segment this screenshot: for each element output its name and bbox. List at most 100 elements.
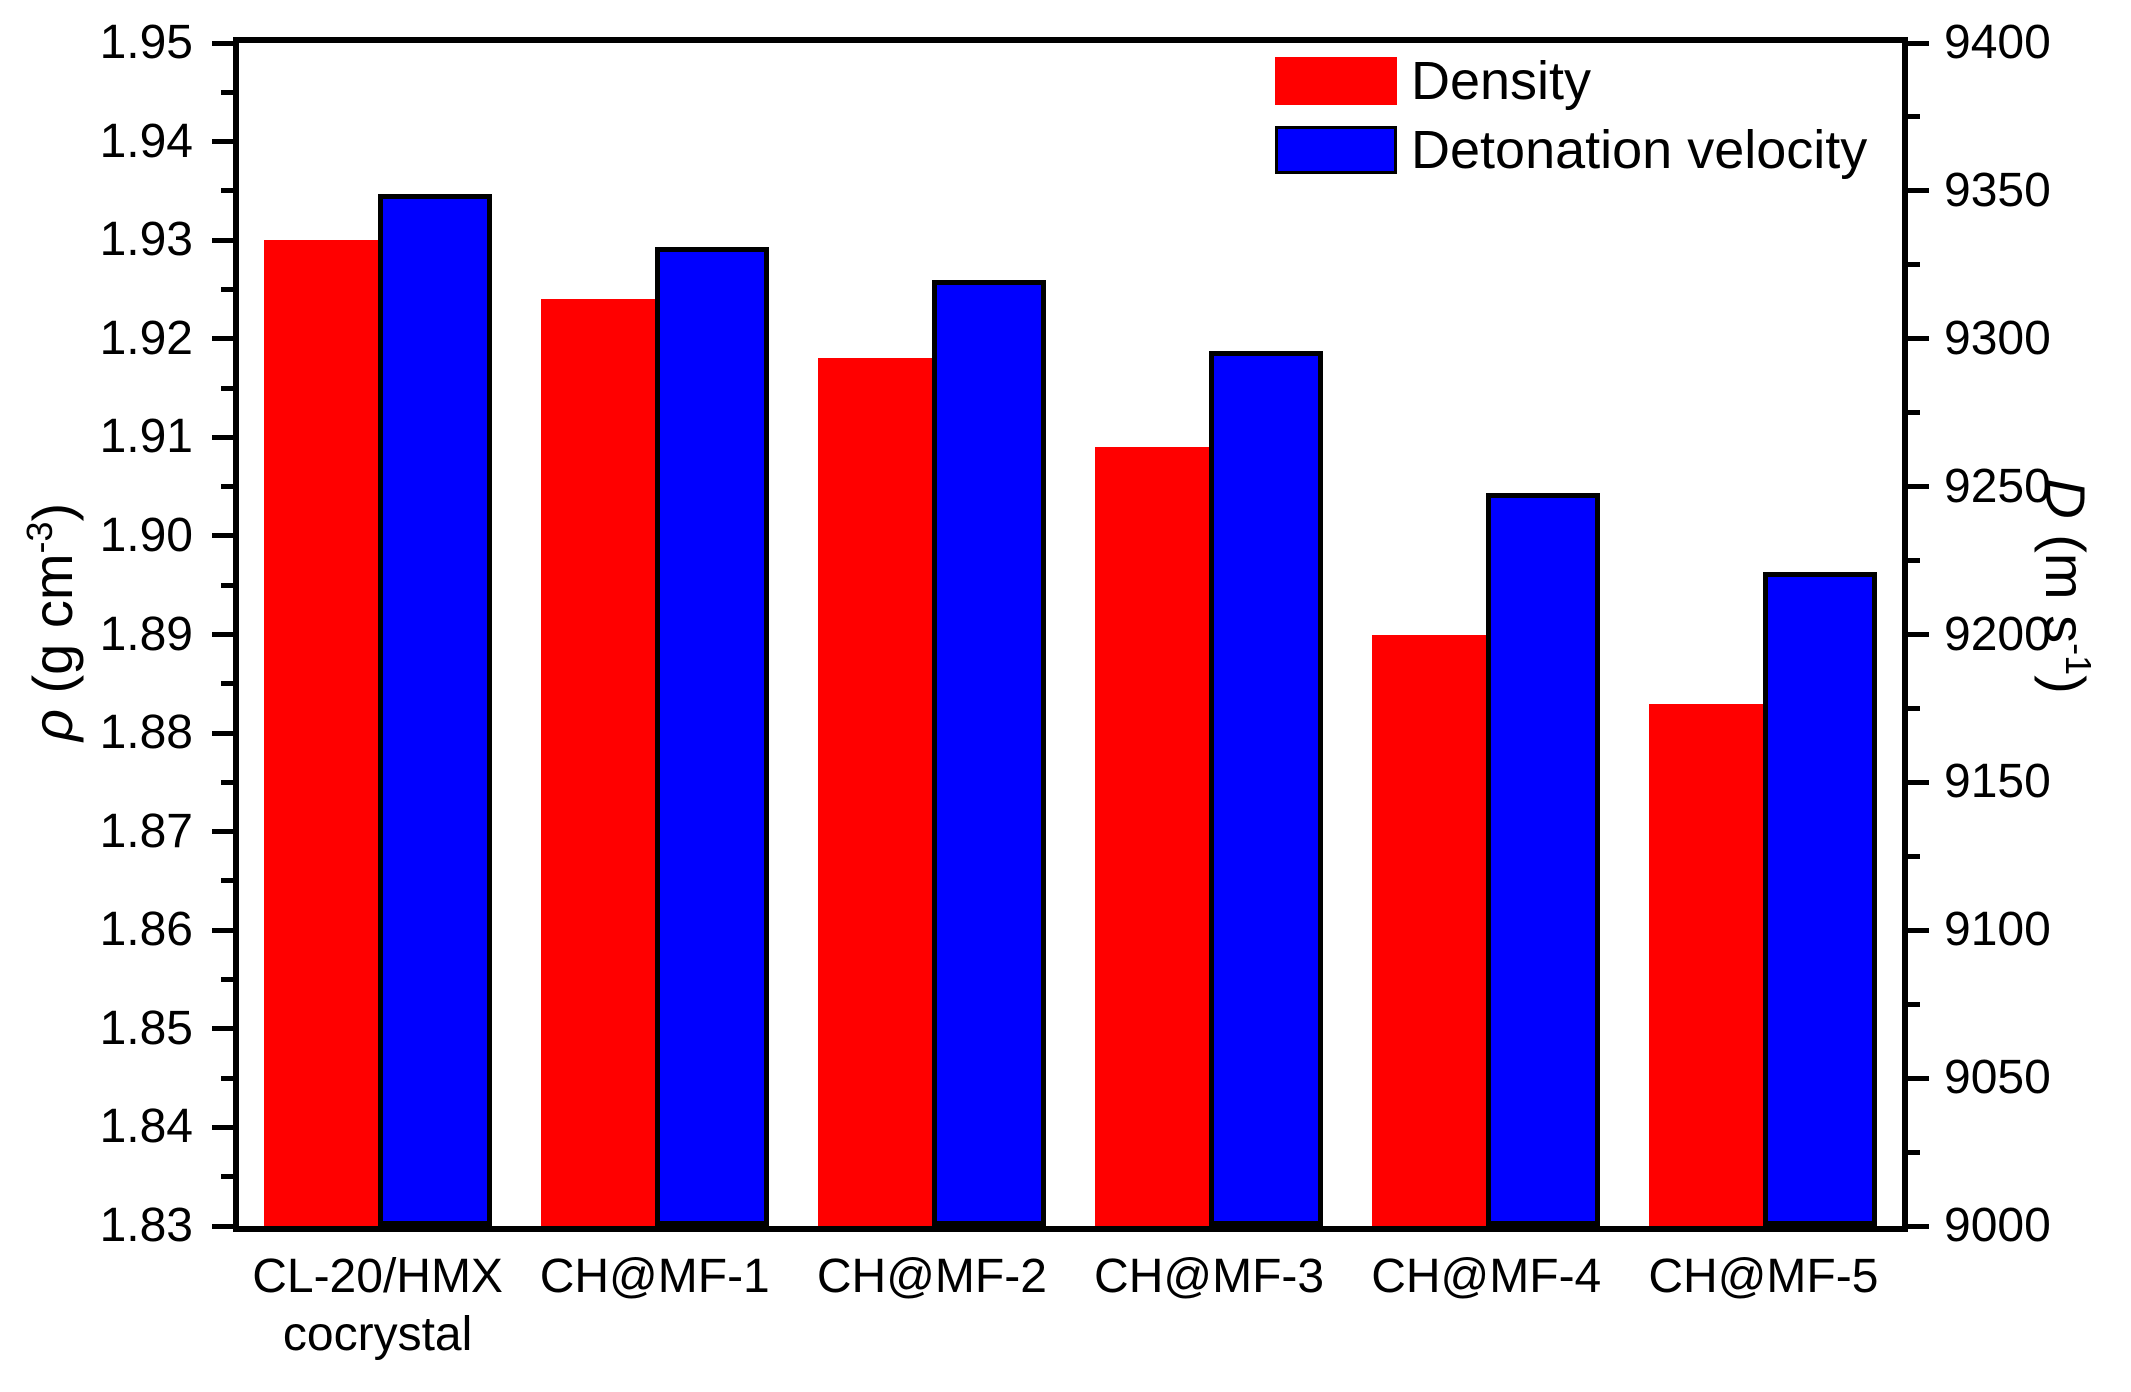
y-left-major-tick bbox=[212, 40, 233, 46]
bar-density-1 bbox=[263, 240, 378, 1226]
y-left-tick-label: 1.84 bbox=[99, 1100, 193, 1154]
bar-detonation-velocity-5 bbox=[1486, 492, 1601, 1226]
y-left-tick-label: 1.94 bbox=[99, 114, 193, 168]
y-right-major-tick bbox=[1908, 188, 1929, 194]
y-right-minor-tick bbox=[1908, 1149, 1920, 1155]
x-axis-category-label: CH@MF-2 bbox=[793, 1248, 1070, 1306]
y-right-major-tick bbox=[1908, 1075, 1929, 1081]
x-axis-category-label-line: CH@MF-4 bbox=[1371, 1250, 1602, 1303]
x-axis-category-label: CH@MF-4 bbox=[1348, 1248, 1625, 1306]
y-right-tick-label: 9250 bbox=[1944, 459, 2051, 513]
y-right-minor-tick bbox=[1908, 853, 1920, 859]
y-right-major-tick bbox=[1908, 336, 1929, 342]
x-axis-category-label-line: cocrystal bbox=[282, 1308, 473, 1361]
y-right-major-tick bbox=[1908, 1223, 1929, 1229]
bar-detonation-velocity-1 bbox=[377, 193, 492, 1226]
y-right-minor-tick bbox=[1908, 1001, 1920, 1007]
y-right-tick-label: 9300 bbox=[1944, 311, 2051, 365]
y-left-major-tick bbox=[212, 1223, 233, 1229]
bar-detonation-velocity-4 bbox=[1209, 350, 1324, 1226]
y-left-tick-label: 1.93 bbox=[99, 213, 193, 267]
y-left-tick-label: 1.90 bbox=[99, 508, 193, 562]
legend-label-detonation-velocity: Detonation velocity bbox=[1411, 120, 1868, 180]
y-left-tick-label: 1.92 bbox=[99, 311, 193, 365]
y-left-major-tick bbox=[212, 1124, 233, 1130]
y-left-minor-tick bbox=[221, 582, 233, 588]
legend-swatch-density bbox=[1275, 57, 1397, 105]
y-left-tick-label: 1.91 bbox=[99, 410, 193, 464]
x-axis-category-label: CL-20/HMX cocrystal bbox=[239, 1248, 516, 1364]
legend-label-density: Density bbox=[1411, 51, 1592, 111]
y-left-major-tick bbox=[212, 632, 233, 637]
bar-density-5 bbox=[1372, 634, 1487, 1226]
y-left-major-tick bbox=[212, 336, 233, 342]
x-axis-category-label: CH@MF-3 bbox=[1071, 1248, 1348, 1306]
y-left-major-tick bbox=[212, 730, 233, 736]
y-left-major-tick bbox=[212, 1026, 233, 1032]
y-left-major-tick bbox=[212, 434, 233, 440]
y-left-minor-tick bbox=[221, 385, 233, 391]
y-right-tick-label: 9350 bbox=[1944, 163, 2051, 217]
y-right-minor-tick bbox=[1908, 114, 1920, 120]
y-left-minor-tick bbox=[221, 484, 233, 490]
y-right-unit-close: ) bbox=[2034, 675, 2098, 694]
bar-detonation-velocity-3 bbox=[931, 279, 1046, 1226]
x-axis-category-label: CH@MF-1 bbox=[516, 1248, 793, 1306]
y-left-minor-tick bbox=[221, 1075, 233, 1081]
y-left-tick-label: 1.87 bbox=[99, 804, 193, 858]
y-left-minor-tick bbox=[221, 878, 233, 884]
y-left-tick-label: 1.85 bbox=[99, 1001, 193, 1055]
x-axis-category-label-line: CH@MF-3 bbox=[1094, 1250, 1325, 1303]
legend-swatch-detonation-velocity bbox=[1275, 126, 1397, 174]
y-left-minor-tick bbox=[221, 977, 233, 983]
y-left-minor-tick bbox=[221, 779, 233, 785]
y-right-tick-label: 9050 bbox=[1944, 1051, 2051, 1105]
bar-density-2 bbox=[540, 299, 655, 1226]
y-left-minor-tick bbox=[221, 89, 233, 95]
y-left-major-tick bbox=[212, 139, 233, 145]
y-left-minor-tick bbox=[221, 188, 233, 194]
y-left-tick-label: 1.89 bbox=[99, 607, 193, 661]
legend-item-detonation-velocity: Detonation velocity bbox=[1275, 120, 1868, 180]
y-left-tick-label: 1.86 bbox=[99, 903, 193, 957]
y-left-tick-label: 1.88 bbox=[99, 706, 193, 760]
y-right-unit-exponent: -1 bbox=[2057, 643, 2099, 676]
y-left-major-tick bbox=[212, 927, 233, 933]
y-right-major-tick bbox=[1908, 927, 1929, 933]
y-left-minor-tick bbox=[221, 681, 233, 687]
bar-density-3 bbox=[817, 358, 932, 1226]
y-right-tick-label: 9000 bbox=[1944, 1199, 2051, 1252]
y-right-tick-label: 9100 bbox=[1944, 903, 2051, 957]
legend: Density Detonation velocity bbox=[1275, 51, 1868, 194]
y-right-major-tick bbox=[1908, 779, 1929, 785]
x-axis-category-label-line: CH@MF-5 bbox=[1648, 1250, 1879, 1303]
y-right-tick-label: 9400 bbox=[1944, 16, 2051, 69]
y-right-minor-tick bbox=[1908, 705, 1920, 711]
y-right-major-tick bbox=[1908, 484, 1929, 490]
x-axis-category-label: CH@MF-5 bbox=[1625, 1248, 1902, 1306]
y-left-major-tick bbox=[212, 533, 233, 539]
bar-density-6 bbox=[1649, 703, 1764, 1226]
y-right-minor-tick bbox=[1908, 410, 1920, 416]
y-left-tick-label: 1.95 bbox=[99, 16, 193, 69]
y-right-minor-tick bbox=[1908, 262, 1920, 268]
y-right-tick-label: 9150 bbox=[1944, 755, 2051, 809]
y-left-minor-tick bbox=[221, 1174, 233, 1180]
plot-area bbox=[233, 37, 1908, 1232]
x-axis-category-label-line: CH@MF-1 bbox=[539, 1250, 770, 1303]
bar-detonation-velocity-2 bbox=[654, 247, 769, 1226]
y-left-major-tick bbox=[212, 237, 233, 243]
y-right-minor-tick bbox=[1908, 558, 1920, 564]
legend-item-density: Density bbox=[1275, 51, 1867, 111]
x-axis-category-label-line: CH@MF-2 bbox=[816, 1250, 1047, 1303]
y-left-major-tick bbox=[212, 829, 233, 835]
y-left-tick-label: 1.83 bbox=[99, 1199, 193, 1252]
bar-detonation-velocity-6 bbox=[1763, 572, 1878, 1226]
y-left-minor-tick bbox=[221, 286, 233, 292]
bar-density-4 bbox=[1095, 447, 1210, 1226]
y-right-major-tick bbox=[1908, 40, 1929, 46]
y-right-major-tick bbox=[1908, 632, 1929, 637]
y-right-tick-label: 9200 bbox=[1944, 607, 2051, 661]
x-axis-category-label-line: CL-20/HMX bbox=[252, 1250, 503, 1303]
